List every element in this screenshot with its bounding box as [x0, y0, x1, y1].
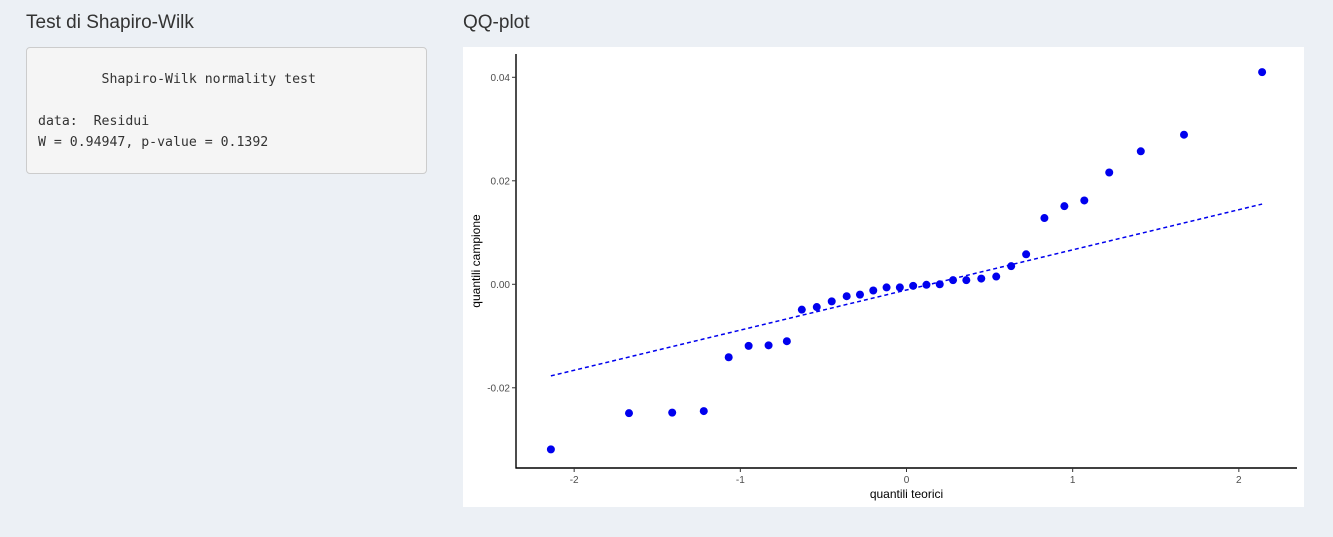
qq-data-point	[797, 305, 806, 314]
qq-data-point	[1040, 214, 1049, 223]
qq-plot-title: QQ-plot	[463, 12, 530, 33]
qq-data-point	[842, 292, 851, 301]
output-line-data: data: Residui	[38, 114, 150, 129]
qq-data-point	[782, 337, 791, 346]
qq-data-point	[812, 303, 821, 312]
x-axis-title: quantili teorici	[870, 487, 943, 501]
qq-data-point	[1007, 262, 1016, 271]
qq-data-point	[992, 272, 1001, 281]
x-tick-label: 0	[904, 475, 910, 486]
qq-data-point	[909, 281, 918, 290]
qq-data-point	[668, 408, 677, 417]
shapiro-wilk-title: Test di Shapiro-Wilk	[26, 12, 194, 33]
qq-data-point	[1060, 202, 1069, 211]
shapiro-wilk-output: Shapiro-Wilk normality test data: Residu…	[26, 47, 427, 174]
qq-data-point	[724, 353, 733, 362]
y-tick-label: 0.00	[491, 280, 511, 291]
qq-data-point	[624, 409, 633, 418]
output-line	[38, 90, 426, 111]
qq-data-point	[1022, 250, 1031, 259]
qq-data-point	[962, 276, 971, 285]
qq-data-point	[1080, 196, 1089, 205]
y-axis-title: quantili campione	[469, 214, 483, 308]
output-line	[38, 48, 426, 69]
qq-data-point	[1180, 130, 1189, 139]
x-tick-label: -2	[570, 475, 579, 486]
qq-reference-line	[550, 203, 1263, 377]
qq-data-point	[869, 286, 878, 295]
qq-data-point	[744, 341, 753, 350]
qq-data-point	[922, 280, 931, 289]
x-tick-label: 1	[1070, 475, 1076, 486]
qq-plot-card: -2 -1 0 1 2 -0.02 0.00 0.02 0.04 quantili teorici…	[463, 47, 1304, 507]
y-tick-label: -0.02	[487, 383, 510, 394]
qq-data-point	[546, 445, 555, 454]
qq-data-point	[827, 297, 836, 306]
output-line-test-name: Shapiro-Wilk normality test	[38, 72, 316, 87]
qq-data-point	[1258, 68, 1267, 77]
x-tick-label: -1	[736, 475, 745, 486]
qq-data-point	[855, 290, 864, 299]
qq-data-point	[935, 280, 944, 289]
qq-data-point	[699, 407, 708, 416]
qq-plot-chart: -2 -1 0 1 2 -0.02 0.00 0.02 0.04 quantili teorici…	[469, 54, 1297, 501]
qq-data-point	[1105, 168, 1114, 177]
qq-data-point	[764, 341, 773, 350]
y-tick-label: 0.02	[491, 176, 511, 187]
y-tick-label: 0.04	[491, 73, 511, 84]
qq-data-point	[977, 274, 986, 283]
qq-data-point	[882, 283, 891, 292]
qq-data-point	[949, 276, 958, 285]
output-line-statistic: W = 0.94947, p-value = 0.1392	[38, 135, 269, 150]
x-tick-label: 2	[1236, 475, 1242, 486]
qq-data-point	[1136, 147, 1145, 156]
qq-data-point	[895, 283, 904, 292]
